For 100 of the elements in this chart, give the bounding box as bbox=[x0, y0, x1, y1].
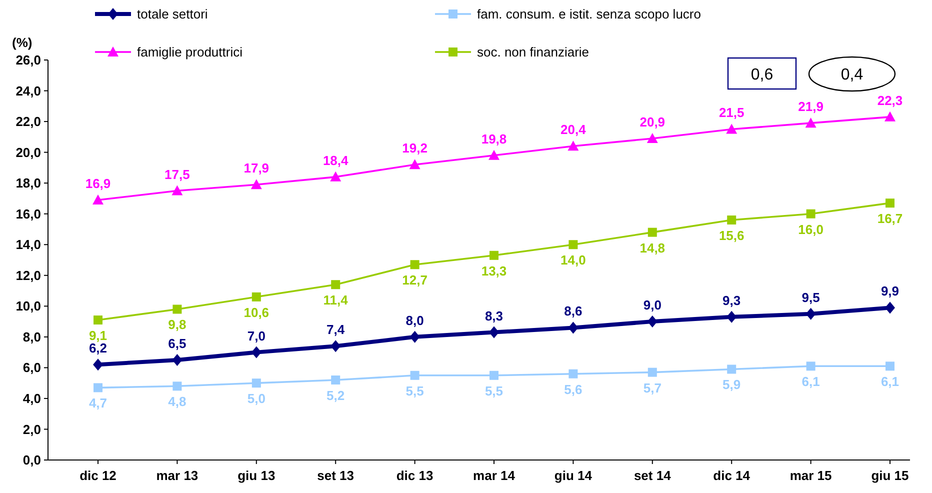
x-tick-label: dic 13 bbox=[396, 468, 434, 483]
legend-label: famiglie produttrici bbox=[137, 44, 243, 60]
data-label: 11,4 bbox=[323, 292, 349, 308]
data-label: 6,5 bbox=[168, 336, 186, 351]
point bbox=[885, 302, 895, 314]
x-tick-label: mar 15 bbox=[790, 468, 832, 483]
point bbox=[648, 368, 657, 377]
data-label: 22,3 bbox=[877, 92, 903, 108]
data-label: 15,6 bbox=[718, 228, 744, 243]
point bbox=[172, 354, 182, 366]
data-label: 12,7 bbox=[402, 272, 428, 288]
data-label: 7,4 bbox=[326, 322, 346, 338]
point bbox=[568, 240, 578, 250]
x-tick-label: set 14 bbox=[634, 468, 672, 483]
point bbox=[647, 316, 658, 328]
data-label: 16,9 bbox=[85, 176, 111, 191]
point bbox=[331, 376, 340, 384]
data-label: 5,9 bbox=[722, 377, 741, 392]
legend-label: fam. consum. e istit. senza scopo lucro bbox=[477, 6, 701, 22]
data-label: 5,2 bbox=[326, 388, 345, 403]
y-tick-label: 0,0 bbox=[22, 452, 41, 468]
y-tick-label: 2,0 bbox=[22, 422, 41, 437]
data-label: 20,4 bbox=[560, 122, 587, 138]
annotation: 0,4 bbox=[840, 66, 864, 84]
data-label: 5,6 bbox=[564, 382, 582, 397]
x-tick-label: dic 12 bbox=[80, 468, 116, 483]
data-label: 8,0 bbox=[406, 312, 424, 328]
legend-label: totale settori bbox=[137, 6, 208, 22]
point bbox=[806, 209, 816, 218]
data-label: 14,8 bbox=[640, 240, 666, 256]
point bbox=[252, 378, 261, 388]
data-label: 4,7 bbox=[88, 396, 108, 411]
point bbox=[330, 340, 341, 352]
point bbox=[94, 316, 102, 324]
point bbox=[886, 198, 894, 208]
point bbox=[331, 280, 340, 290]
point bbox=[410, 370, 420, 380]
data-label: 5,7 bbox=[643, 380, 662, 396]
data-label: 16,7 bbox=[877, 211, 903, 226]
x-tick-label: mar 14 bbox=[473, 468, 516, 483]
x-tick-label: giu 15 bbox=[871, 468, 909, 483]
data-label: 16,0 bbox=[798, 222, 824, 237]
data-label: 6,1 bbox=[802, 374, 820, 390]
y-tick-label: 20,0 bbox=[16, 144, 41, 160]
point bbox=[886, 362, 894, 371]
x-tick-label: giu 14 bbox=[554, 468, 593, 483]
data-label: 9,0 bbox=[643, 298, 662, 313]
data-label: 19,8 bbox=[481, 131, 507, 146]
point bbox=[252, 292, 261, 302]
point bbox=[172, 382, 182, 391]
data-label: 20,9 bbox=[640, 114, 666, 130]
point bbox=[806, 308, 816, 320]
x-tick-label: dic 14 bbox=[713, 468, 751, 483]
point bbox=[489, 326, 499, 338]
x-tick-label: giu 13 bbox=[238, 468, 276, 483]
data-label: 17,5 bbox=[164, 166, 190, 182]
data-label: 10,6 bbox=[244, 304, 270, 320]
point bbox=[726, 310, 737, 323]
point bbox=[648, 228, 657, 237]
data-label: 5,5 bbox=[484, 383, 504, 398]
annotation: 0,6 bbox=[750, 66, 774, 84]
y-tick-label: 4,0 bbox=[22, 391, 41, 406]
y-tick-label: 18,0 bbox=[16, 176, 41, 191]
data-label: 7,0 bbox=[247, 328, 266, 344]
point bbox=[250, 179, 262, 190]
data-label: 19,2 bbox=[402, 140, 428, 156]
point bbox=[884, 111, 896, 122]
point bbox=[646, 132, 658, 143]
data-label: 14,0 bbox=[560, 252, 586, 268]
y-tick-label: 24,0 bbox=[16, 83, 41, 98]
point bbox=[94, 383, 102, 392]
y-tick-label: 26,0 bbox=[16, 52, 41, 68]
point bbox=[172, 304, 182, 314]
data-label: 13,3 bbox=[481, 263, 507, 278]
point bbox=[805, 118, 816, 128]
data-label: 6,2 bbox=[88, 340, 108, 356]
data-label: 8,3 bbox=[484, 308, 504, 324]
y-tick-label: 10,0 bbox=[16, 298, 41, 314]
y-tick-label: 22,0 bbox=[16, 114, 41, 130]
point bbox=[410, 330, 420, 343]
point bbox=[568, 322, 578, 334]
y-tick-label: 16,0 bbox=[16, 206, 41, 222]
data-label: 8,6 bbox=[564, 304, 582, 319]
point bbox=[251, 346, 262, 358]
data-label: 18,4 bbox=[322, 152, 350, 168]
data-label: 9,3 bbox=[722, 292, 741, 308]
x-tick-label: mar 13 bbox=[156, 468, 198, 483]
data-label: 5,5 bbox=[406, 383, 424, 398]
data-label: 6,1 bbox=[880, 374, 900, 390]
legend-label: soc. non finanziarie bbox=[477, 44, 590, 60]
point bbox=[727, 364, 736, 374]
point bbox=[409, 159, 420, 170]
data-label: 17,9 bbox=[244, 160, 270, 176]
point bbox=[488, 150, 500, 160]
y-tick-label: 14,0 bbox=[16, 237, 41, 252]
point bbox=[172, 185, 183, 196]
data-label: 21,9 bbox=[798, 99, 824, 114]
point bbox=[726, 124, 738, 134]
y-tick-label: 8,0 bbox=[22, 329, 41, 344]
point bbox=[806, 362, 816, 371]
